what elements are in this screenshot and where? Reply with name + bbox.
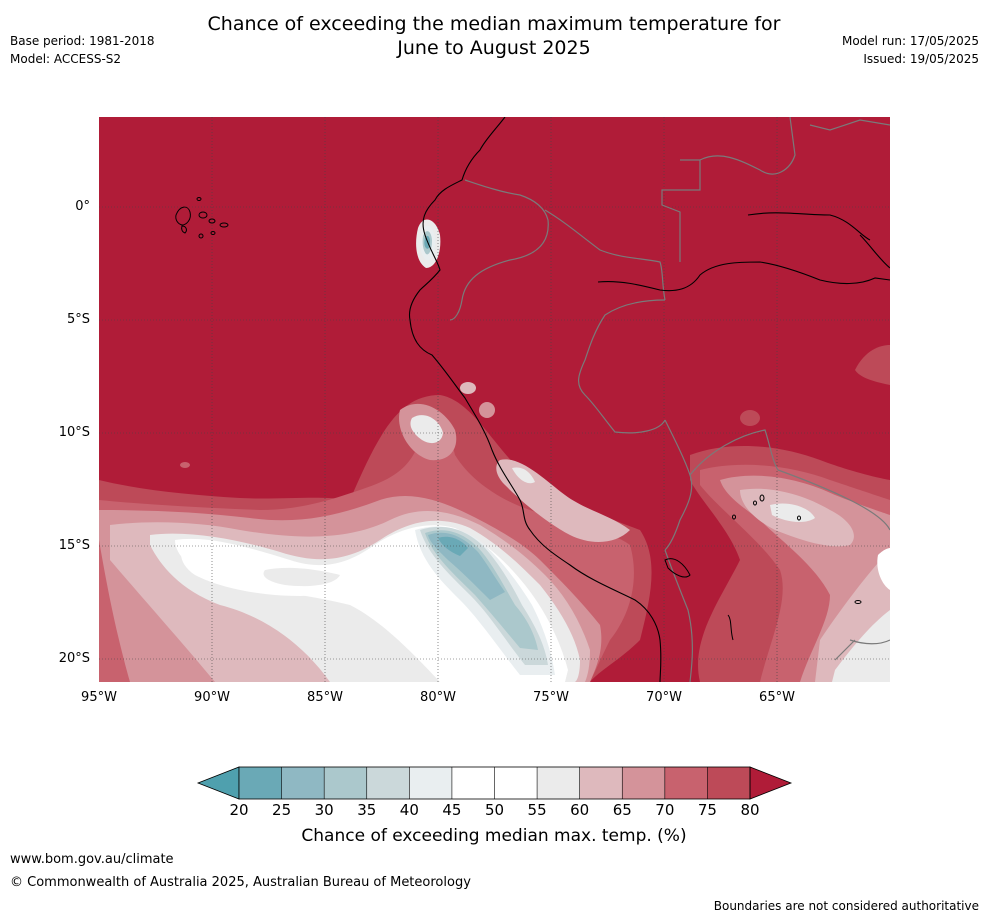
bolivia-lakes — [732, 494, 862, 604]
colorbar-label-30: 30 — [314, 801, 334, 819]
galapagos-islands — [175, 197, 229, 239]
colorbar-label-55: 55 — [527, 801, 547, 819]
colorbar-bin-50 — [494, 767, 538, 799]
colorbar — [196, 766, 793, 800]
colorbar-bin-70 — [664, 767, 708, 799]
lat-label-0: 0° — [75, 199, 90, 214]
contour-55-chaco — [832, 610, 890, 682]
lat-label-15s: 15°S — [58, 538, 90, 553]
colorbar-label-50: 50 — [484, 801, 505, 819]
lon-label-95w: 95°W — [81, 690, 117, 705]
colorbar-label-20: 20 — [229, 801, 249, 819]
lon-label-75w: 75°W — [533, 690, 569, 705]
colorbar-bin-40 — [409, 767, 452, 799]
colorbar-label-40: 40 — [399, 801, 419, 819]
colorbar-title: Chance of exceeding median max. temp. (%… — [301, 826, 687, 846]
contour-50-paraguay — [877, 548, 890, 590]
colorbar-bin-65 — [622, 767, 665, 799]
colorbar-over-triangle — [749, 766, 793, 800]
colorbar-label-65: 65 — [612, 801, 632, 819]
lon-label-65w: 65°W — [759, 690, 795, 705]
colorbar-label-25: 25 — [272, 801, 292, 819]
colorbar-bin-25 — [281, 767, 325, 799]
contour-55-peru-12s — [512, 467, 535, 484]
contour-55-peru-10s — [410, 415, 443, 444]
contour-75-brazil-east — [855, 345, 890, 385]
contour-75-patch-d — [180, 462, 190, 468]
colorbar-bin-20 — [239, 767, 282, 799]
country-boundaries — [449, 117, 890, 682]
title-line-1: Chance of exceeding the median maximum t… — [207, 13, 781, 35]
lat-label-5s: 5°S — [66, 312, 90, 327]
contour-30-south — [428, 532, 505, 600]
issued-text: Issued: 19/05/2025 — [863, 52, 979, 66]
coastline — [408, 117, 890, 682]
lat-label-10s: 10°S — [58, 425, 90, 440]
colorbar-label-60: 60 — [570, 801, 590, 819]
map-area — [99, 117, 890, 682]
contour-55-bolivia — [770, 503, 815, 522]
lon-label-80w: 80°W — [420, 690, 456, 705]
colorbar-label-75: 75 — [697, 801, 717, 819]
contour-55-west-blob-2 — [263, 567, 340, 587]
colorbar-bin-60 — [579, 767, 623, 799]
website-text: www.bom.gov.au/climate — [10, 852, 174, 867]
lon-label-85w: 85°W — [307, 690, 343, 705]
lake-poopo — [727, 614, 734, 641]
lon-label-90w: 90°W — [194, 690, 230, 705]
contour-65-patch-b — [479, 402, 495, 418]
gridlines — [99, 117, 890, 682]
colorbar-bin-75 — [707, 767, 750, 799]
colorbar-bin-30 — [324, 767, 367, 799]
colorbar-bin-55 — [537, 767, 580, 799]
colorbar-under-triangle — [196, 766, 240, 800]
lake-titicaca — [664, 558, 691, 578]
contour-65-patch-c — [460, 382, 476, 394]
colorbar-label-35: 35 — [357, 801, 377, 819]
lon-label-70w: 70°W — [646, 690, 682, 705]
lat-label-20s: 20°S — [58, 651, 90, 666]
colorbar-label-45: 45 — [442, 801, 462, 819]
colorbar-bin-45 — [451, 767, 495, 799]
meta-right: Model run: 17/05/2025 Issued: 19/05/2025 — [842, 32, 979, 68]
contour-25-south — [438, 536, 468, 556]
colorbar-label-80: 80 — [740, 801, 760, 819]
base-period-text: Base period: 1981-2018 — [10, 34, 155, 48]
contour-75-patch-a — [740, 410, 760, 426]
meta-left: Base period: 1981-2018 Model: ACCESS-S2 — [10, 32, 155, 68]
colorbar-bin-35 — [366, 767, 410, 799]
title-line-2: June to August 2025 — [397, 37, 591, 59]
disclaimer-text: Boundaries are not considered authoritat… — [713, 899, 979, 913]
model-text: Model: ACCESS-S2 — [10, 52, 122, 66]
colorbar-label-70: 70 — [655, 801, 675, 819]
chart-title: Chance of exceeding the median maximum t… — [0, 12, 988, 60]
model-run-text: Model run: 17/05/2025 — [841, 34, 979, 48]
copyright-text: © Commonwealth of Australia 2025, Austra… — [10, 875, 471, 890]
